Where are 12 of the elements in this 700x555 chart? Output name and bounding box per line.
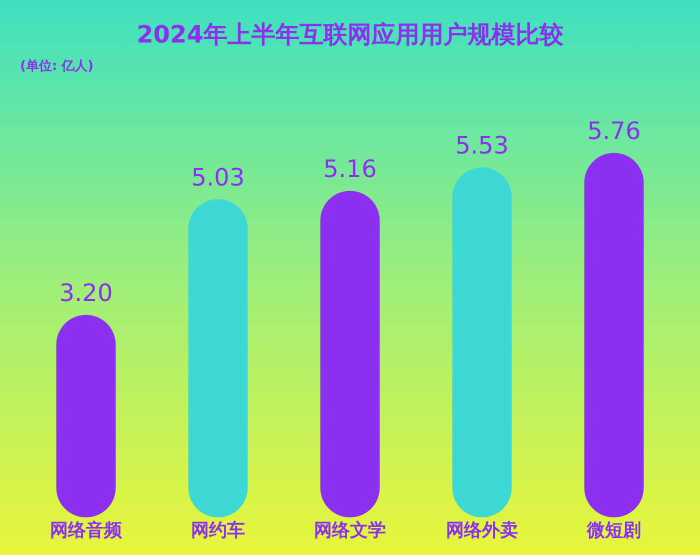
x-tick-label: 网络音频: [50, 520, 123, 541]
x-tick-label: 网约车: [191, 520, 245, 541]
data-label: 5.76: [587, 117, 641, 146]
data-label: 5.53: [455, 132, 509, 160]
data-label: 5.16: [323, 155, 377, 184]
chart-subtitle: (单位: 亿人): [20, 58, 94, 74]
data-label: 3.20: [59, 279, 113, 308]
x-tick-label: 网络文学: [314, 520, 386, 541]
chart-title: 2024年上半年互联网应用用户规模比较: [136, 20, 564, 49]
x-tick-label: 网络外卖: [446, 520, 518, 541]
x-tick-label: 微短剧: [586, 520, 641, 541]
data-label: 5.03: [191, 163, 245, 192]
